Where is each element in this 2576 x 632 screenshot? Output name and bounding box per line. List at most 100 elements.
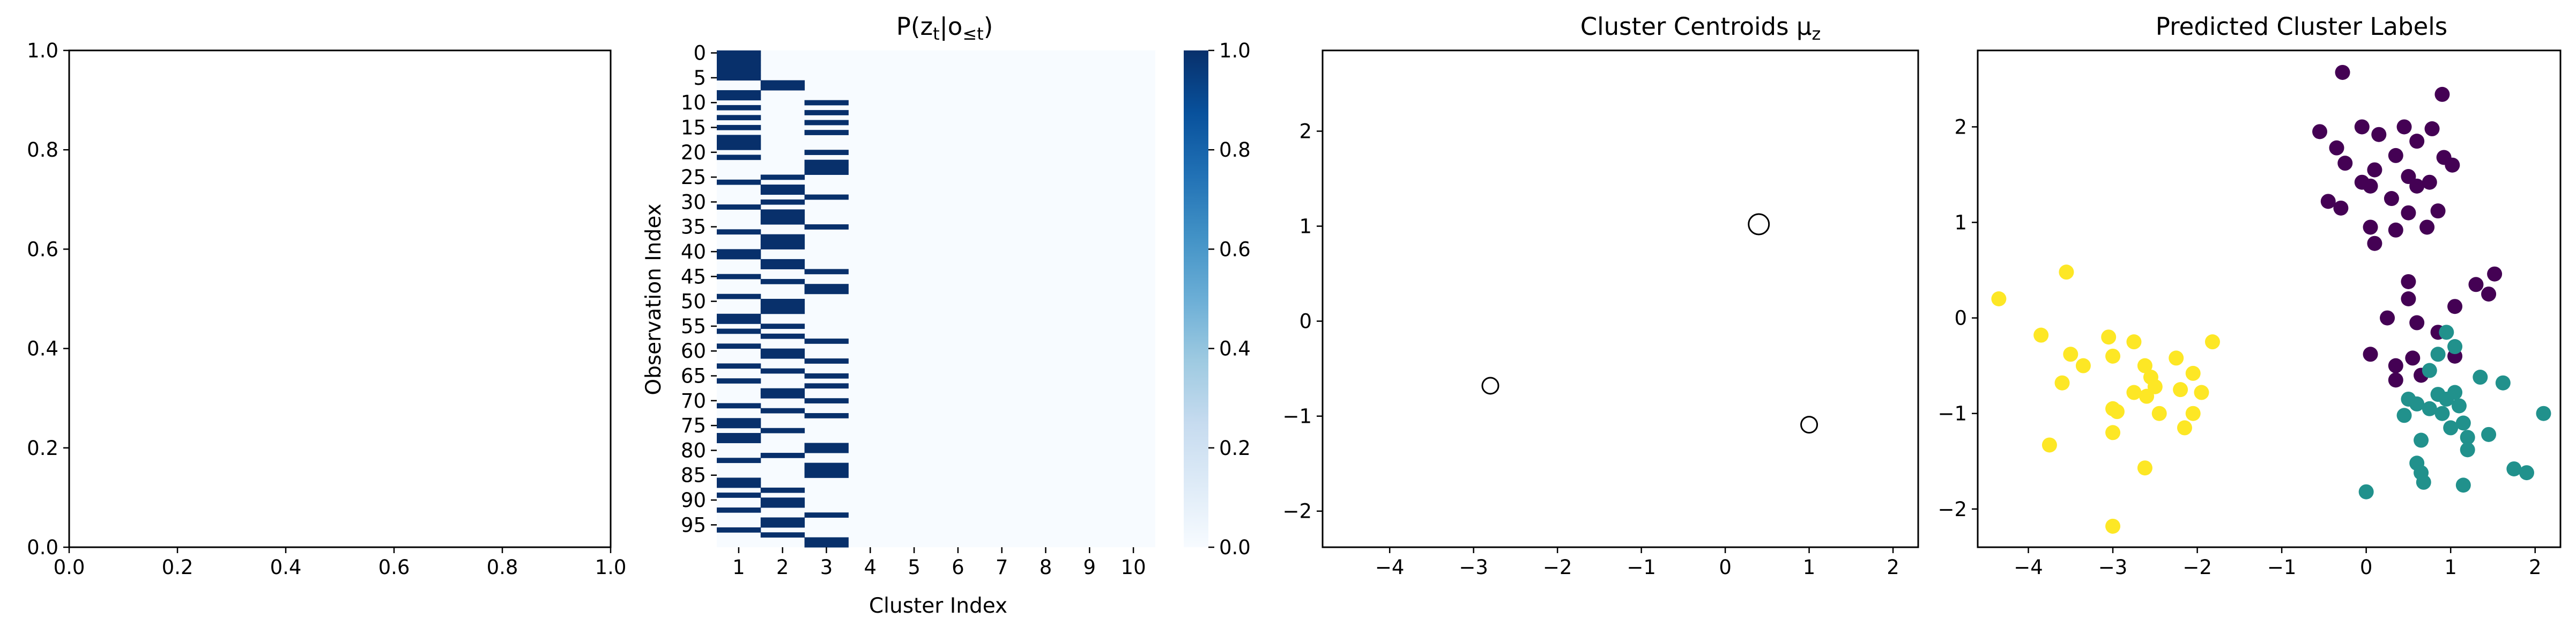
label-point [2054, 375, 2070, 391]
label-point [2401, 205, 2416, 221]
heatmap-cell [717, 55, 761, 61]
heatmap-cell [760, 185, 805, 190]
centroid-y-tick-label: 0 [1299, 310, 1312, 333]
labels-title: Predicted Cluster Labels [2156, 12, 2447, 41]
label-point [2455, 477, 2471, 493]
labels-y-tick-label: 1 [1954, 211, 1967, 234]
heatmap-y-tick-label: 10 [681, 91, 706, 114]
label-point [2422, 401, 2437, 416]
heatmap-cell [717, 343, 761, 349]
heatmap-cell [717, 115, 761, 121]
heatmap-cell [804, 224, 849, 230]
label-point [2401, 291, 2416, 306]
label-point [2405, 350, 2421, 366]
heatmap-cell [717, 254, 761, 260]
heatmap-cell [760, 348, 805, 354]
heatmap-cell [717, 527, 761, 533]
centroid-panel: Cluster Centroids μz −4 −3 −2 −1 0 1 2 −2 −1 0 1 2 [1282, 12, 1919, 579]
predicted-labels-panel: Predicted Cluster Labels −4 −3 −2 −1 0 1 2 −2 −1… [1937, 12, 2562, 579]
label-point [2367, 162, 2382, 178]
heatmap-x-tick-label: 3 [820, 556, 833, 579]
label-point [2363, 178, 2378, 194]
heatmap-cell [760, 219, 805, 225]
heatmap-cell [717, 155, 761, 160]
heatmap-cell [760, 239, 805, 245]
colorbar [1184, 50, 1208, 547]
label-point [2367, 236, 2382, 251]
heatmap-cell [760, 487, 805, 493]
heatmap-x-tick-label: 7 [996, 556, 1008, 579]
label-point [2335, 64, 2350, 80]
label-point [2105, 348, 2121, 364]
centroid-marker [1481, 377, 1499, 395]
heatmap-y-tick-label: 90 [681, 489, 706, 512]
empty-x-tick-label: 0.6 [378, 556, 410, 579]
heatmap-cell [717, 229, 761, 235]
heatmap-cell [760, 393, 805, 399]
label-point [2388, 148, 2403, 163]
heatmap-cell [717, 204, 761, 210]
heatmap-cell [717, 438, 761, 444]
heatmap-y-tick-label: 0 [693, 42, 706, 65]
heatmap-cell [760, 85, 805, 91]
empty-y-tick-label: 1.0 [27, 39, 58, 62]
label-point [2363, 219, 2378, 235]
label-point [1991, 291, 2007, 306]
heatmap-y-tick-label: 75 [681, 414, 706, 437]
label-point [2033, 327, 2049, 343]
label-point [2109, 404, 2125, 420]
heatmap-cell [717, 65, 761, 71]
heatmap-cell [760, 388, 805, 394]
colorbar-tick-label: 0.0 [1219, 536, 1251, 559]
heatmap-cell [804, 373, 849, 379]
centroid-frame [1322, 49, 1919, 548]
heatmap-cell [804, 339, 849, 344]
heatmap-cell [804, 398, 849, 403]
heatmap-cell [717, 319, 761, 324]
empty-y-tick-label: 0.2 [27, 437, 58, 460]
colorbar-tick-label: 0.6 [1219, 238, 1251, 261]
heatmap-y-tick-label: 85 [681, 464, 706, 487]
centroid-y-tick-label: 2 [1299, 120, 1312, 143]
empty-x-tick-label: 1.0 [595, 556, 627, 579]
label-point [2185, 365, 2201, 381]
colorbar-tick-label: 1.0 [1219, 39, 1251, 62]
labels-y-tick-label: 2 [1954, 115, 1967, 138]
label-point [2409, 134, 2425, 149]
heatmap-cell [804, 473, 849, 478]
labels-x-tick-label: −4 [2014, 556, 2043, 579]
heatmap-x-axis-label: Cluster Index [869, 594, 1007, 618]
heatmap-cell [760, 408, 805, 414]
label-point [2506, 461, 2522, 476]
heatmap-cell [760, 497, 805, 503]
heatmap-cell [760, 308, 805, 314]
heatmap-cell [804, 462, 849, 468]
heatmap-cell [717, 124, 761, 130]
heatmap-cell [760, 259, 805, 264]
heatmap-cell [760, 353, 805, 359]
empty-y-tick-label: 0.0 [27, 536, 58, 559]
heatmap-x-tick-label: 1 [732, 556, 745, 579]
heatmap-y-tick-label: 5 [693, 67, 706, 90]
empty-x-tick-label: 0.4 [270, 556, 302, 579]
heatmap-y-tick-label: 15 [681, 116, 706, 139]
heatmap-x-tick-label: 9 [1083, 556, 1096, 579]
heatmap-cell [760, 278, 805, 284]
heatmap-cell [804, 537, 849, 543]
heatmap-cell [804, 269, 849, 275]
heatmap-cell [760, 517, 805, 523]
heatmap-cell [717, 458, 761, 464]
centroid-title: Cluster Centroids μz [1580, 12, 1821, 44]
label-point [2105, 425, 2121, 440]
heatmap-cell [760, 264, 805, 269]
heatmap-cell [717, 403, 761, 409]
label-point [2384, 191, 2399, 207]
heatmap-cell [804, 447, 849, 453]
heatmap-cell [804, 194, 849, 200]
heatmap-y-tick-label: 80 [681, 439, 706, 462]
label-point [2495, 375, 2511, 391]
heatmap-cell [804, 443, 849, 449]
heatmap-y-tick-label: 25 [681, 166, 706, 189]
label-point [2424, 121, 2440, 137]
label-point [2337, 156, 2353, 171]
